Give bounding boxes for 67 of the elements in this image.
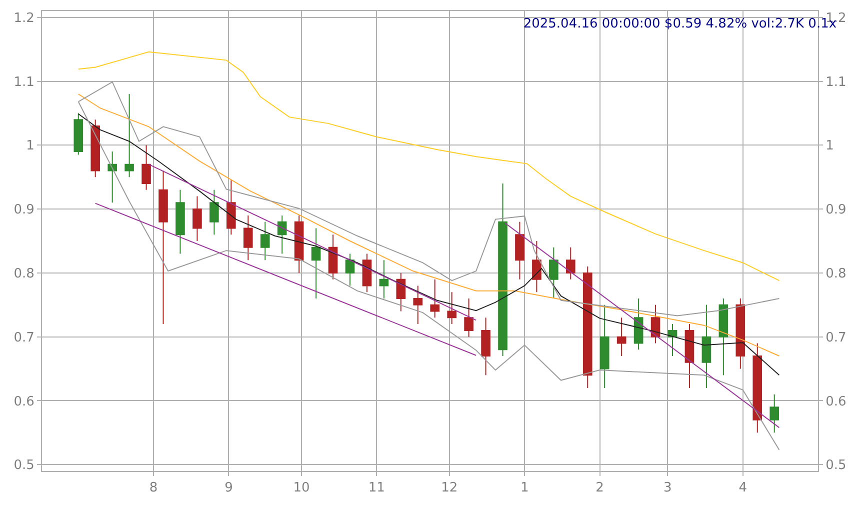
- candlestick: [752, 342, 762, 434]
- candlestick: [226, 180, 236, 236]
- candlestick: [294, 214, 304, 274]
- candlestick: [718, 298, 728, 376]
- candlestick: [260, 221, 270, 261]
- candlestick: [668, 324, 678, 356]
- y-tick-label: 0.7: [14, 330, 34, 346]
- candlestick: [515, 221, 524, 280]
- x-tick-label: 8: [149, 480, 158, 496]
- candlestick: [345, 253, 355, 286]
- candlestick: [413, 285, 423, 325]
- candlestick: [192, 196, 202, 242]
- y-tick-label: 1: [26, 138, 34, 154]
- candlestick: [650, 304, 660, 344]
- candlestick: [243, 214, 253, 261]
- candlestick: [362, 253, 372, 293]
- x-tick-label: 10: [293, 480, 310, 496]
- candlestick: [702, 304, 712, 388]
- candlestick: [582, 266, 592, 388]
- candlestick: [481, 317, 490, 376]
- candlestick: [108, 151, 117, 204]
- candlestick: [176, 189, 185, 254]
- candlestick: [379, 260, 389, 299]
- y-tick-label: 0.9: [14, 202, 34, 218]
- candlestick: [277, 214, 287, 254]
- y2-tick-label: 1.1: [826, 74, 846, 90]
- x-tick-label: 11: [368, 480, 385, 496]
- candlestick: [430, 278, 440, 318]
- candlestick: [447, 292, 456, 325]
- candlestick: [549, 246, 558, 299]
- candlestick: [396, 272, 406, 312]
- candlestick: [142, 144, 151, 190]
- candlestick: [90, 119, 100, 178]
- candlestick: [770, 394, 780, 434]
- candlestick: [210, 189, 219, 236]
- x-tick-label: 2: [596, 480, 604, 496]
- candlestick: [158, 170, 168, 325]
- y2-tick-label: 0.8: [826, 266, 846, 282]
- y2-tick-label: 0.5: [826, 458, 846, 474]
- y-tick-label: 1.1: [14, 74, 34, 90]
- candlestick: [736, 298, 746, 370]
- line-series: [78, 51, 780, 282]
- x-tick-label: 4: [738, 480, 747, 496]
- y2-tick-label: 0.9: [826, 202, 846, 218]
- candlestick: [464, 298, 474, 338]
- y-tick-label: 0.5: [14, 458, 34, 474]
- x-tick-label: 1: [520, 480, 529, 496]
- y-tick-label: 0.6: [14, 394, 34, 410]
- candlestick: [616, 317, 626, 356]
- candlestick: [684, 324, 694, 388]
- x-tick-label: 3: [664, 480, 672, 496]
- candlestick: [124, 94, 134, 178]
- candlestick: [600, 304, 610, 388]
- y2-tick-label: 1: [826, 138, 834, 154]
- candlestick: [566, 246, 576, 280]
- y2-tick-label: 0.6: [826, 394, 846, 410]
- x-tick-label: 9: [224, 480, 233, 496]
- y2-tick-label: 0.7: [826, 330, 846, 346]
- y-tick-label: 1.2: [14, 10, 34, 26]
- x-tick-label: 12: [441, 480, 458, 496]
- candlestick: [634, 298, 644, 350]
- candlestick: [311, 228, 321, 299]
- candlestick: [74, 112, 84, 156]
- candlestick: [498, 183, 508, 356]
- candlestick: [328, 234, 338, 280]
- candlestick: [532, 240, 542, 293]
- y-tick-label: 0.8: [14, 266, 34, 282]
